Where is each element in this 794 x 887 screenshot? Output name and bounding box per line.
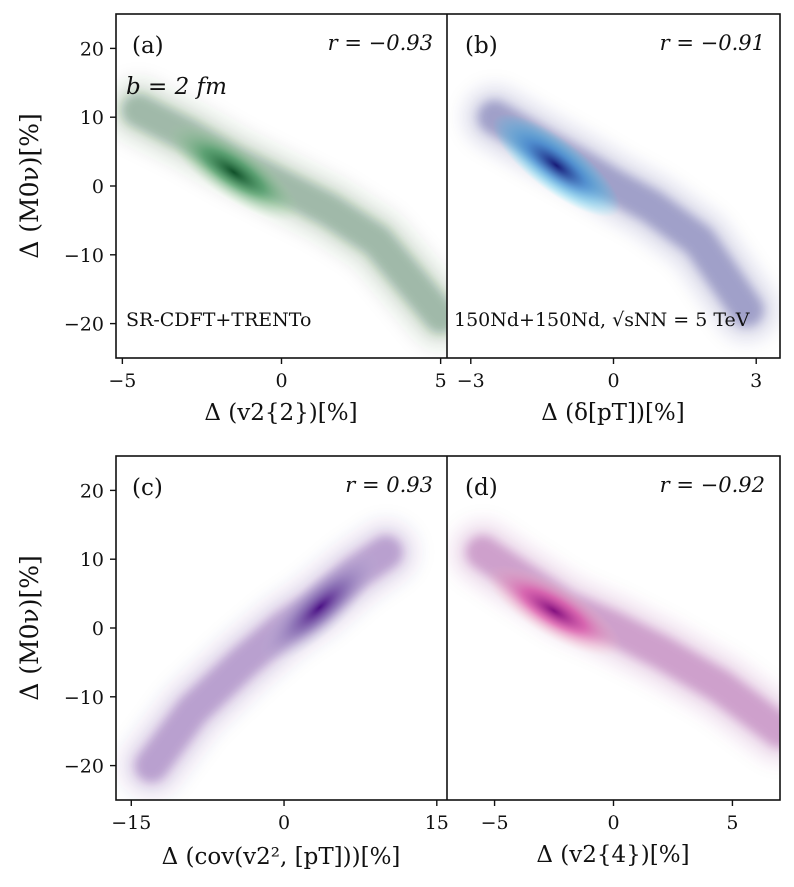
y-axis-label-top: Δ (M0ν)[%] — [15, 113, 44, 258]
r-value-b: r = −0.91 — [660, 31, 765, 55]
panel-label-b: (b) — [465, 33, 498, 59]
density-peak-d — [485, 564, 623, 657]
density-panel-b — [463, 86, 778, 341]
x-tick-label-b: 0 — [607, 370, 619, 392]
x-tick-label-c: 0 — [278, 812, 290, 834]
impact-parameter-note: b = 2 fm — [126, 74, 227, 100]
density-peak-c — [259, 551, 380, 664]
x-tick-label-a: 5 — [435, 370, 447, 392]
panel-label-d: (d) — [465, 475, 498, 501]
x-tick-label-d: −5 — [481, 812, 509, 834]
x-axis-label-d: Δ (v2{4})[%] — [536, 842, 689, 868]
panel-label-c: (c) — [132, 475, 163, 501]
r-value-c: r = 0.93 — [345, 473, 433, 497]
x-tick-label-a: 0 — [275, 370, 287, 392]
y-axis-label-bottom: Δ (M0ν)[%] — [15, 555, 44, 700]
tick-layer: −5 0 5 20 10 0 −10 −20 −3 0 3 −15 0 15 20 10 0 −10 −20 −5 0 5 — [64, 38, 762, 834]
density-panel-c — [120, 521, 417, 797]
x-tick-label-d: 0 — [607, 812, 619, 834]
y-tick-label-c: 20 — [80, 480, 104, 502]
x-tick-label-c: −15 — [111, 812, 151, 834]
y-tick-label-a: 0 — [92, 176, 104, 198]
x-tick-label-a: −5 — [108, 370, 136, 392]
r-value-a: r = −0.93 — [328, 31, 433, 55]
r-value-d: r = −0.92 — [660, 473, 765, 497]
y-tick-label-a: 20 — [80, 38, 104, 60]
y-tick-label-a: −20 — [64, 314, 104, 336]
x-tick-label-b: −3 — [457, 370, 485, 392]
panel-label-a: (a) — [132, 33, 164, 59]
y-tick-label-a: 10 — [80, 107, 104, 129]
x-axis-label-a: Δ (v2{2})[%] — [204, 400, 357, 426]
y-tick-label-a: −10 — [64, 245, 104, 267]
density-panel-a — [116, 79, 447, 348]
y-tick-label-c: −20 — [64, 756, 104, 778]
x-tick-label-d: 5 — [726, 812, 738, 834]
y-tick-label-c: −10 — [64, 687, 104, 709]
x-tick-label-b: 3 — [750, 370, 762, 392]
x-axis-label-c: Δ (cov(v2², [pT]))[%] — [162, 844, 401, 870]
density-peak-a — [167, 123, 300, 222]
x-tick-label-c: 15 — [425, 812, 449, 834]
density-panel-d — [451, 521, 780, 763]
y-tick-label-c: 10 — [80, 549, 104, 571]
model-note: SR-CDFT+TRENTo — [126, 309, 311, 331]
y-tick-label-c: 0 — [92, 618, 104, 640]
x-axis-label-b: Δ (δ[pT])[%] — [541, 400, 685, 426]
collision-note: 150Nd+150Nd, √sNN = 5 TeV — [454, 309, 750, 331]
density-peak-b — [492, 113, 621, 218]
